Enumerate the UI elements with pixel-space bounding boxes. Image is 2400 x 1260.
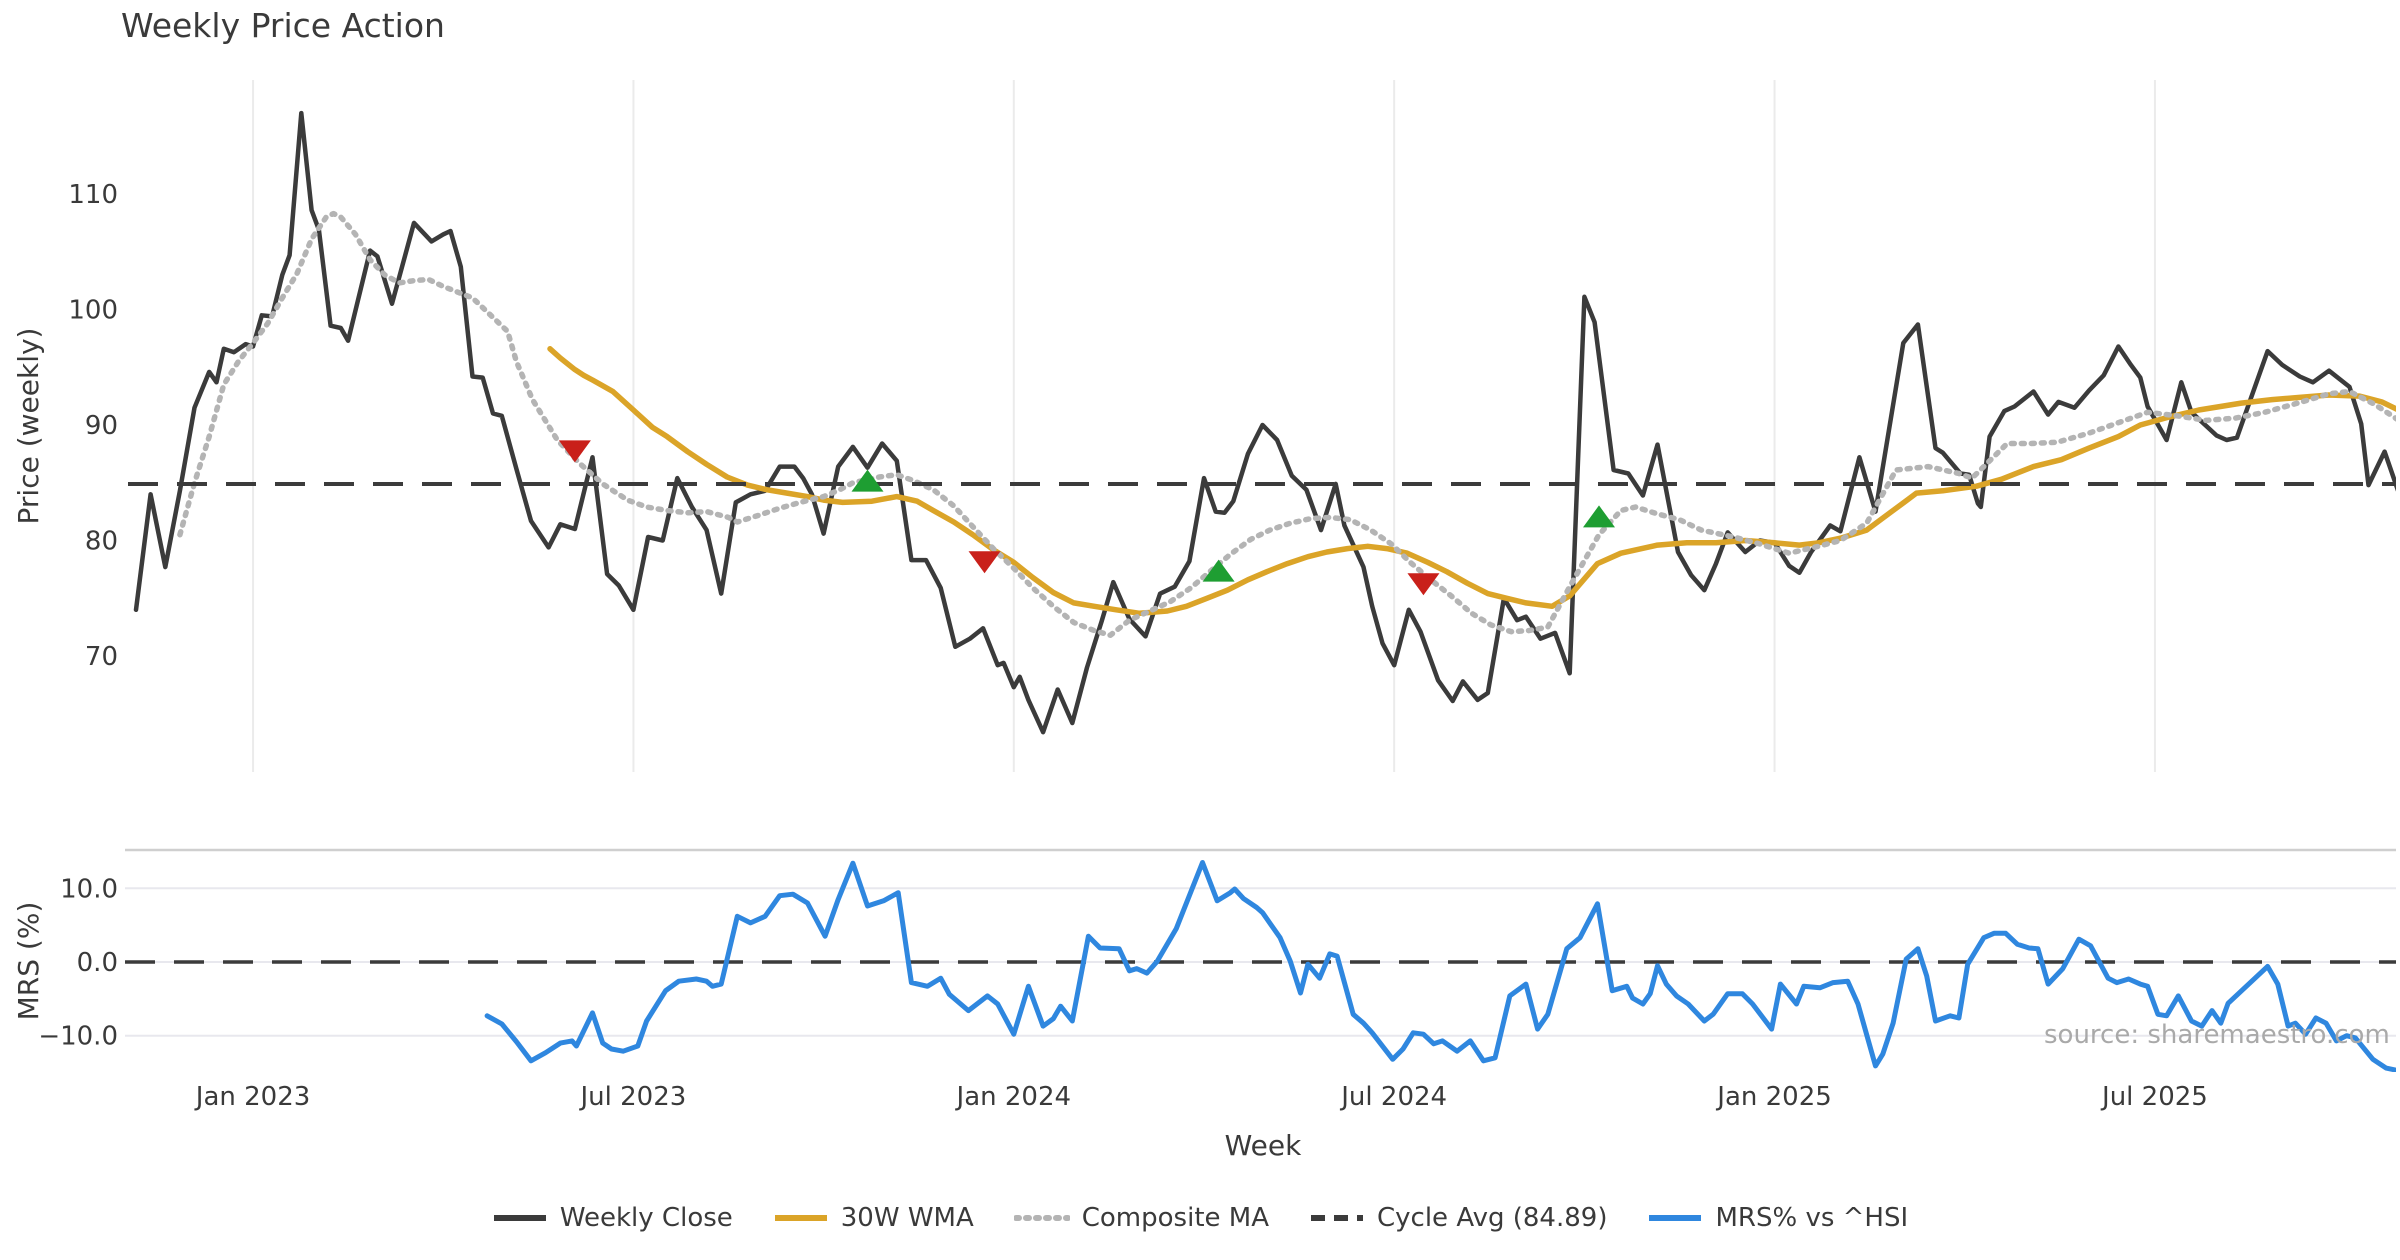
legend-swatch-dashed [1311,1215,1363,1221]
legend-item: 30W WMA [773,1203,974,1233]
composite-ma-line [177,210,2396,638]
x-tick-label: Jan 2023 [194,1082,311,1112]
sell-marker-icon [558,440,591,463]
y-tick-label-price: 100 [68,296,118,326]
y-tick-label-mrs: −10.0 [38,1022,118,1052]
weekly-close-line [133,110,2396,735]
legend-item: Weekly Close [492,1203,733,1233]
legend-label: Cycle Avg (84.89) [1377,1203,1608,1233]
y-tick-label-price: 70 [85,642,118,672]
chart-legend: Weekly Close 30W WMA Composite MA Cycle … [0,1203,2400,1233]
sell-marker-icon [968,551,1001,574]
buy-marker-icon [1202,559,1235,582]
mrs-axis-label: MRS (%) [12,902,45,1021]
sell-marker-icon [1407,573,1440,596]
x-tick-label: Jul 2023 [579,1082,687,1112]
y-tick-label-price: 90 [85,411,118,441]
wma-line [547,346,2396,617]
x-tick-label: Jan 2025 [1715,1082,1832,1112]
chart-title: Weekly Price Action [121,6,445,45]
legend-swatch-dotted [1013,1215,1070,1221]
buy-marker-icon [1583,505,1615,528]
mrs-line [484,860,2396,1072]
y-tick-label-mrs: 0.0 [77,948,118,978]
legend-label: Composite MA [1081,1203,1269,1233]
price-axis-label: Price (weekly) [12,328,45,525]
x-axis-label: Week [1225,1129,1302,1162]
y-tick-label-price: 80 [85,527,118,557]
y-tick-label-price: 110 [68,180,118,210]
x-tick-label: Jul 2025 [2100,1082,2208,1112]
legend-label: Weekly Close [559,1203,733,1233]
legend-label: MRS% vs ^HSI [1715,1203,1909,1233]
legend-label: 30W WMA [840,1203,974,1233]
legend-item: Composite MA [1013,1203,1269,1233]
y-tick-label-mrs: 10.0 [60,874,118,904]
x-tick-label: Jan 2024 [955,1082,1072,1112]
buy-marker-icon [851,469,884,492]
legend-item: MRS% vs ^HSI [1647,1203,1908,1233]
x-tick-label: Jul 2024 [1339,1082,1447,1112]
legend-swatch-solid [493,1215,546,1221]
legend-item: Cycle Avg (84.89) [1309,1203,1607,1233]
legend-swatch-solid [1649,1215,1702,1221]
legend-swatch-solid [774,1215,827,1221]
source-note: source: sharemaestro.com [2044,1020,2390,1050]
